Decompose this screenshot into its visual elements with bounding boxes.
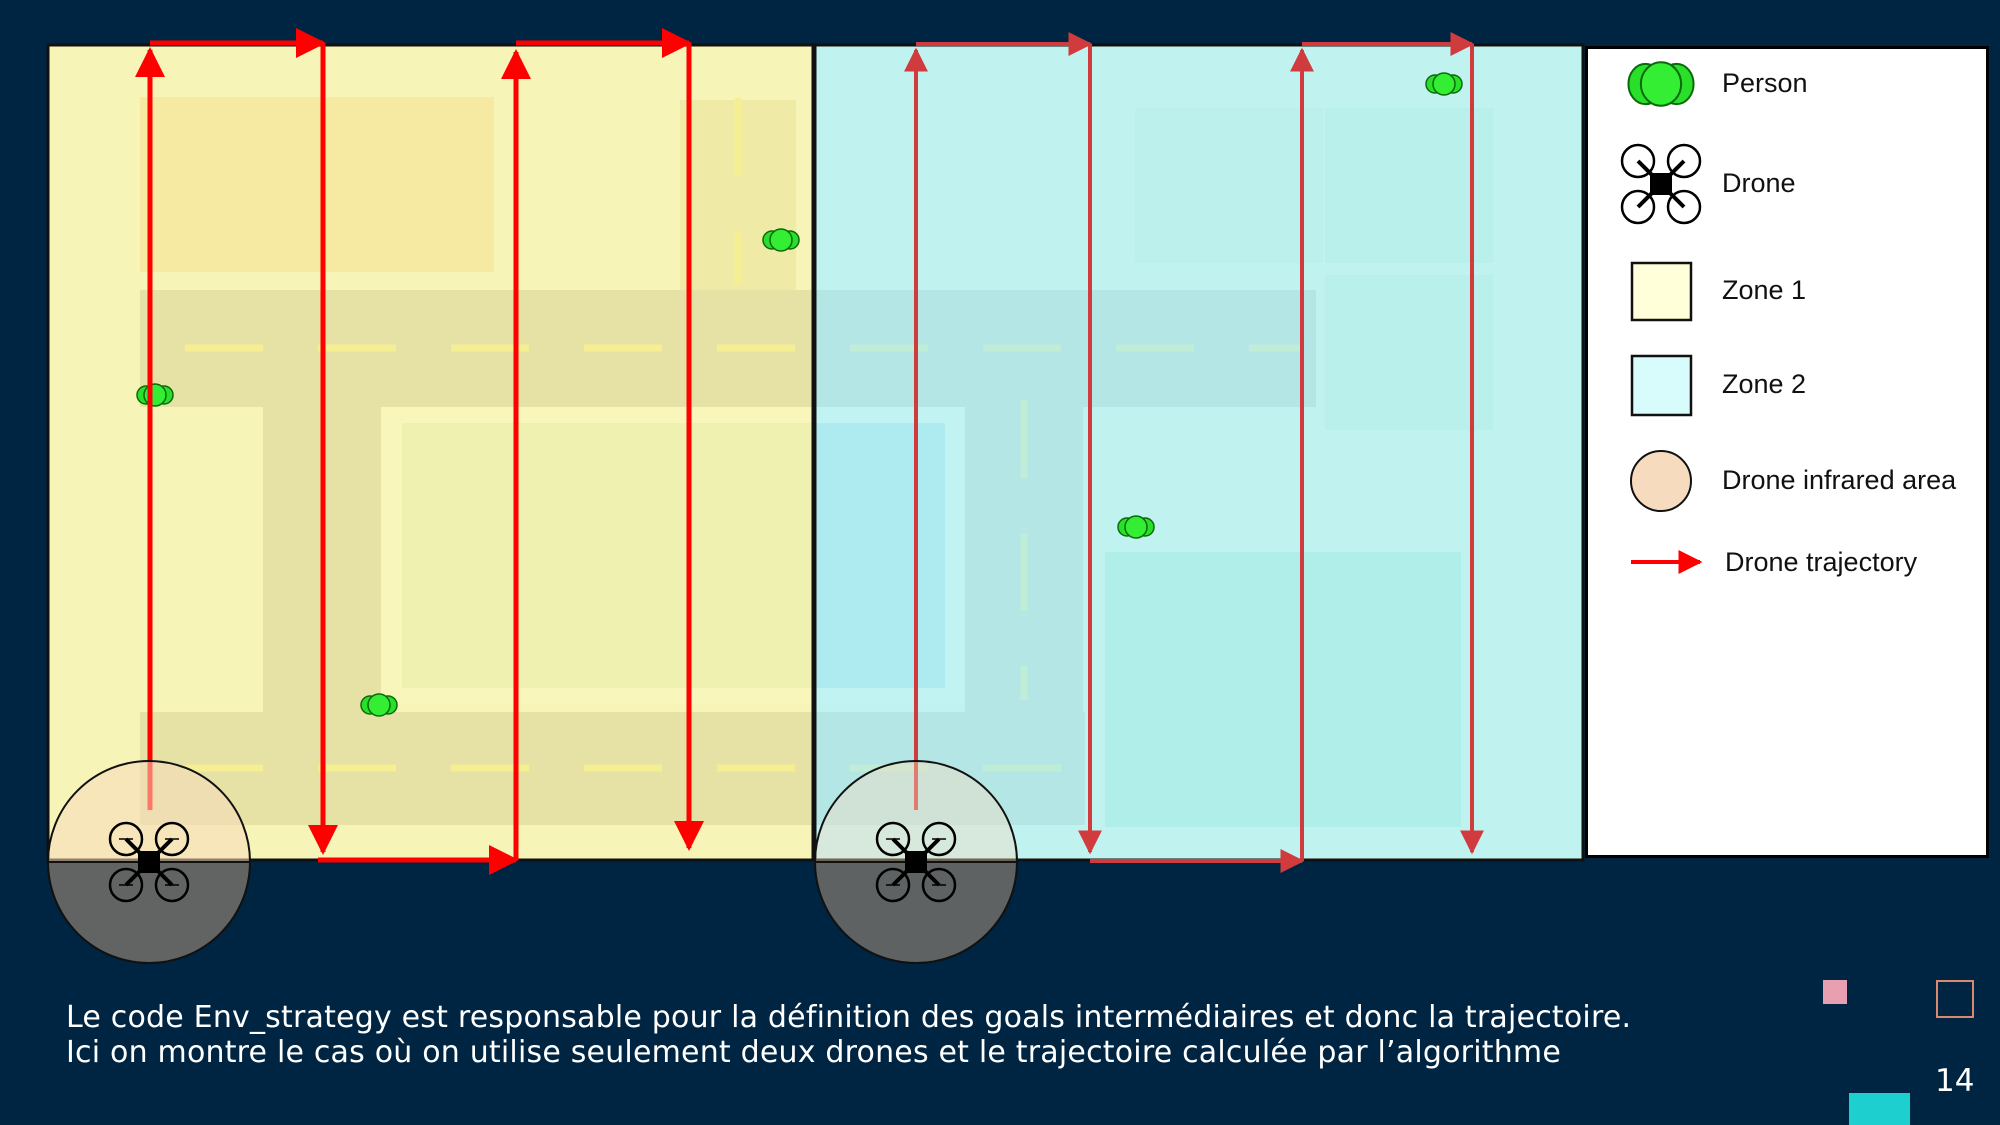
zone-2-area	[813, 43, 1585, 862]
caption-line-2: Ici on montre le cas où on utilise seule…	[66, 1035, 1562, 1070]
infrared-area-shadow	[46, 861, 252, 964]
zone-1-area	[46, 43, 815, 862]
person-marker	[360, 693, 398, 717]
page-number: 14	[1935, 1063, 1975, 1099]
trajectory-zone-2	[904, 32, 1484, 873]
infrared-area-shadow	[813, 861, 1019, 964]
decor-outline-square	[1936, 980, 1974, 1018]
decor-cyan-block	[1849, 1093, 1910, 1125]
caption-line-1: Le code Env_strategy est responsable pou…	[66, 1000, 1632, 1035]
drone-zone-2	[813, 760, 1019, 964]
trajectory-zone-1	[135, 28, 704, 875]
person-marker	[1117, 515, 1155, 539]
legend-label-infrared-area: Drone infrared area	[1722, 465, 1957, 495]
drone-zone-1	[46, 760, 252, 964]
legend-label-zone-2: Zone 2	[1722, 369, 1807, 399]
person-marker	[1425, 72, 1463, 96]
person-marker	[762, 228, 800, 252]
legend-label-zone-1: Zone 1	[1722, 275, 1807, 305]
decor-pink-square	[1823, 980, 1847, 1004]
legend-label-person: Person	[1722, 68, 1808, 98]
legend-label-drone: Drone	[1722, 168, 1796, 198]
legend-label-trajectory: Drone trajectory	[1725, 547, 1918, 577]
person-marker	[136, 383, 174, 407]
